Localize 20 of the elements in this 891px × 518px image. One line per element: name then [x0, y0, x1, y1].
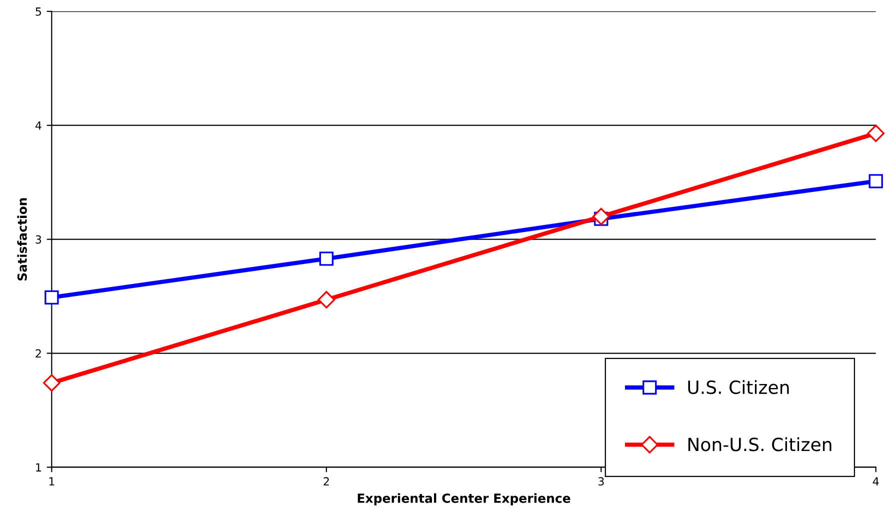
point: [44, 290, 59, 305]
x-tick-label: 4: [872, 477, 879, 486]
x-tick-label: 2: [324, 477, 329, 486]
point: [319, 252, 334, 266]
y-axis-title: Satisfaction: [17, 198, 27, 281]
point: [318, 291, 336, 308]
point: [867, 124, 885, 142]
y-tick-label: 5: [36, 8, 41, 16]
point: [868, 174, 883, 188]
y-tick-label: 2: [36, 349, 41, 358]
legend-label: Non-U.S. Citizen: [688, 437, 832, 452]
point: [42, 374, 60, 392]
y-tick-label: 1: [36, 463, 41, 472]
legend-label: U.S. Citizen: [688, 380, 789, 394]
point: [592, 208, 610, 226]
x-tick-label: 3: [598, 477, 604, 486]
x-axis-title: Experiental Center Experience: [358, 493, 570, 506]
x-tick-label: 1: [49, 477, 54, 486]
y-tick-label: 3: [36, 235, 42, 244]
y-tick-label: 4: [35, 121, 42, 130]
